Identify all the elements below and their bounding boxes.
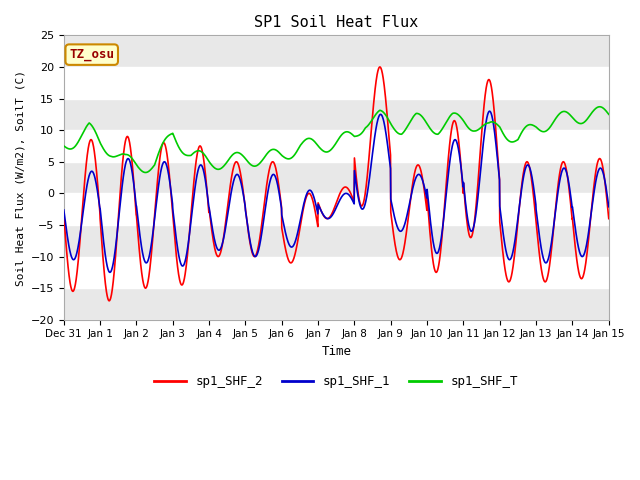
sp1_SHF_T bbox=[209, 163, 216, 169]
sp1_SHF_T bbox=[605, 111, 612, 117]
Bar bbox=[64, 288, 609, 320]
sp1_SHF_2 bbox=[582, 264, 589, 269]
Line: sp1_SHF_T: sp1_SHF_T bbox=[64, 107, 609, 172]
sp1_SHF_T bbox=[141, 169, 149, 175]
Line: sp1_SHF_2: sp1_SHF_2 bbox=[64, 67, 609, 301]
Title: SP1 Soil Heat Flux: SP1 Soil Heat Flux bbox=[254, 15, 419, 30]
Bar bbox=[64, 162, 609, 193]
sp1_SHF_1 bbox=[209, 227, 216, 233]
sp1_SHF_1 bbox=[106, 269, 114, 275]
X-axis label: Time: Time bbox=[321, 345, 351, 358]
sp1_SHF_1 bbox=[499, 224, 506, 230]
Bar bbox=[64, 98, 609, 130]
sp1_SHF_2 bbox=[499, 244, 506, 250]
Bar bbox=[64, 256, 609, 288]
sp1_SHF_T bbox=[596, 104, 604, 109]
Bar bbox=[64, 193, 609, 225]
sp1_SHF_1 bbox=[342, 191, 349, 196]
sp1_SHF_2 bbox=[209, 233, 216, 239]
sp1_SHF_T bbox=[162, 136, 170, 142]
sp1_SHF_1 bbox=[60, 207, 68, 213]
Y-axis label: Soil Heat Flux (W/m2), SoilT (C): Soil Heat Flux (W/m2), SoilT (C) bbox=[15, 70, 25, 286]
sp1_SHF_T bbox=[399, 131, 406, 136]
sp1_SHF_2 bbox=[60, 213, 68, 218]
sp1_SHF_T bbox=[581, 119, 589, 124]
sp1_SHF_T bbox=[60, 143, 68, 149]
sp1_SHF_2 bbox=[399, 252, 406, 257]
sp1_SHF_1 bbox=[605, 204, 612, 210]
sp1_SHF_2 bbox=[605, 216, 612, 221]
sp1_SHF_2 bbox=[342, 184, 349, 190]
Text: TZ_osu: TZ_osu bbox=[69, 48, 114, 61]
sp1_SHF_T bbox=[342, 129, 349, 135]
Bar bbox=[64, 67, 609, 98]
sp1_SHF_1 bbox=[582, 248, 589, 253]
sp1_SHF_1 bbox=[399, 227, 406, 233]
Legend: sp1_SHF_2, sp1_SHF_1, sp1_SHF_T: sp1_SHF_2, sp1_SHF_1, sp1_SHF_T bbox=[149, 370, 523, 393]
sp1_SHF_1 bbox=[486, 108, 493, 114]
Bar bbox=[64, 36, 609, 67]
Bar bbox=[64, 130, 609, 162]
sp1_SHF_2 bbox=[106, 298, 113, 304]
sp1_SHF_2 bbox=[162, 143, 170, 149]
sp1_SHF_1 bbox=[162, 160, 170, 166]
sp1_SHF_2 bbox=[376, 64, 384, 70]
Line: sp1_SHF_1: sp1_SHF_1 bbox=[64, 111, 609, 272]
sp1_SHF_T bbox=[498, 129, 506, 134]
Bar bbox=[64, 225, 609, 256]
